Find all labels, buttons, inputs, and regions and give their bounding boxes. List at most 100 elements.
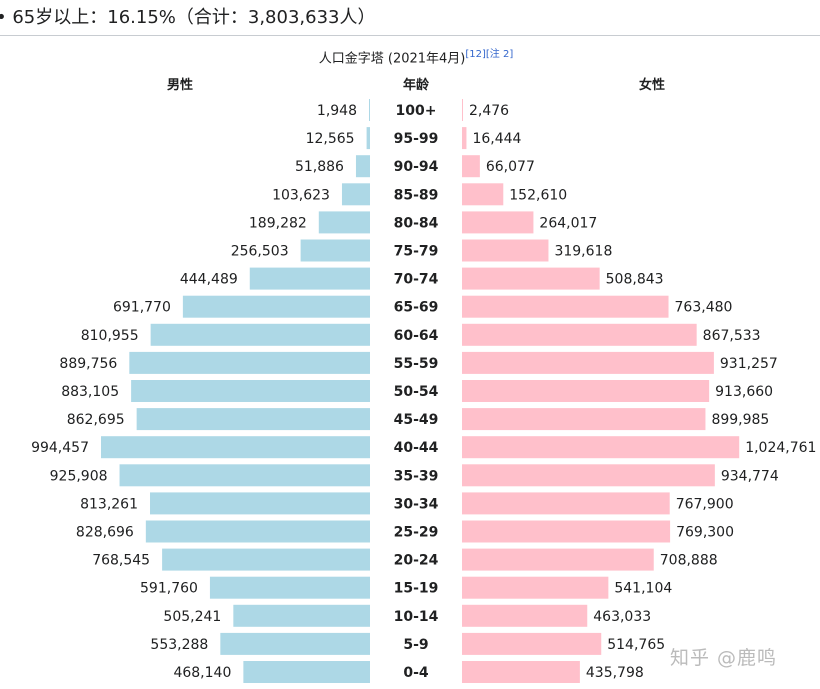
female-bar-75-79 — [462, 239, 549, 262]
age-label: 50-54 — [394, 384, 439, 400]
male-value-label: 103,623 — [272, 187, 330, 203]
reference-links[interactable]: [12][注 2] — [465, 49, 514, 60]
male-bar-5-9 — [220, 632, 370, 655]
age-label: 75-79 — [394, 244, 439, 260]
female-value-label: 913,660 — [715, 384, 773, 400]
male-value-label: 51,886 — [295, 159, 344, 175]
male-bar-100+ — [369, 99, 370, 121]
male-value-label: 591,760 — [140, 581, 198, 597]
male-value-label: 189,282 — [249, 215, 307, 231]
male-bar-70-74 — [249, 267, 370, 290]
age-label: 30-34 — [394, 496, 439, 512]
female-value-label: 435,798 — [586, 665, 644, 681]
female-bar-80-84 — [462, 211, 534, 234]
male-value-label: 862,695 — [67, 412, 125, 428]
female-value-label: 931,257 — [720, 356, 778, 372]
male-bar-15-19 — [209, 576, 370, 599]
female-bar-40-44 — [462, 436, 740, 459]
male-bar-10-14 — [233, 604, 370, 627]
female-header: 女性 — [638, 78, 665, 93]
male-value-label: 813,261 — [80, 496, 138, 512]
male-value-label: 889,756 — [59, 356, 117, 372]
male-value-label: 810,955 — [81, 328, 139, 344]
male-bar-25-29 — [145, 520, 370, 543]
age-label: 5-9 — [403, 637, 428, 653]
age-label: 90-94 — [394, 159, 439, 175]
male-bar-65-69 — [182, 295, 370, 318]
male-bar-30-34 — [150, 492, 370, 515]
female-value-label: 16,444 — [472, 131, 521, 147]
watermark: 知乎 @鹿鸣 — [670, 647, 778, 669]
male-value-label: 925,908 — [50, 468, 108, 484]
male-bar-40-44 — [100, 436, 370, 459]
female-bar-90-94 — [462, 155, 480, 178]
male-value-label: 994,457 — [31, 440, 89, 456]
female-bar-10-14 — [462, 604, 588, 627]
female-bar-95-99 — [462, 127, 467, 150]
male-bar-55-59 — [129, 351, 370, 374]
female-value-label: 899,985 — [711, 412, 769, 428]
age-label: 55-59 — [394, 356, 439, 372]
female-value-label: 767,900 — [676, 496, 734, 512]
male-value-label: 553,288 — [150, 637, 208, 653]
female-value-label: 66,077 — [486, 159, 535, 175]
female-value-label: 934,774 — [721, 468, 779, 484]
female-value-label: 1,024,761 — [745, 440, 816, 456]
male-bar-45-49 — [136, 408, 370, 431]
male-bar-95-99 — [366, 127, 370, 150]
male-value-label: 256,503 — [231, 244, 289, 260]
female-value-label: 463,033 — [593, 609, 651, 625]
male-bar-80-84 — [318, 211, 370, 234]
female-value-label: 319,618 — [554, 244, 612, 260]
divider — [0, 35, 820, 36]
age-label: 70-74 — [394, 272, 439, 288]
age-label: 45-49 — [394, 412, 439, 428]
age-label: 0-4 — [403, 665, 429, 681]
age-label: 85-89 — [394, 187, 439, 203]
male-value-label: 768,545 — [92, 553, 150, 569]
female-value-label: 514,765 — [607, 637, 665, 653]
male-value-label: 444,489 — [180, 272, 238, 288]
male-bar-50-54 — [131, 380, 370, 402]
female-bar-65-69 — [462, 295, 669, 318]
female-value-label: 708,888 — [660, 553, 718, 569]
female-bar-30-34 — [462, 492, 670, 515]
male-bar-85-89 — [341, 183, 370, 206]
male-value-label: 883,105 — [61, 384, 119, 400]
age-label: 20-24 — [394, 553, 439, 569]
age-label: 25-29 — [394, 525, 439, 541]
male-value-label: 468,140 — [173, 665, 231, 681]
male-bar-0-4 — [243, 661, 370, 683]
male-bar-75-79 — [300, 239, 370, 262]
male-header: 男性 — [166, 78, 193, 93]
male-bar-60-64 — [150, 323, 370, 346]
age-label: 10-14 — [394, 609, 439, 625]
male-bar-35-39 — [119, 464, 370, 487]
female-bar-15-19 — [462, 576, 609, 599]
male-value-label: 12,565 — [306, 131, 355, 147]
female-value-label: 152,610 — [509, 187, 567, 203]
female-value-label: 541,104 — [614, 581, 672, 597]
female-value-label: 508,843 — [606, 272, 664, 288]
female-bar-35-39 — [462, 464, 715, 487]
female-bar-50-54 — [462, 380, 710, 402]
female-value-label: 769,300 — [676, 525, 734, 541]
female-value-label: 867,533 — [703, 328, 761, 344]
age-label: 40-44 — [394, 440, 439, 456]
female-value-label: 763,480 — [675, 300, 733, 316]
female-bar-45-49 — [462, 408, 706, 431]
female-bar-60-64 — [462, 323, 697, 346]
female-bar-70-74 — [462, 267, 600, 290]
male-value-label: 1,948 — [317, 103, 357, 119]
age-label: 15-19 — [394, 581, 439, 597]
female-bar-25-29 — [462, 520, 671, 543]
female-value-label: 2,476 — [469, 103, 509, 119]
female-value-label: 264,017 — [539, 215, 597, 231]
age-label: 35-39 — [394, 468, 439, 484]
male-value-label: 828,696 — [76, 525, 134, 541]
age-label: 95-99 — [394, 131, 439, 147]
female-bar-100+ — [462, 99, 463, 121]
male-bar-90-94 — [355, 155, 370, 178]
age-label: 60-64 — [394, 328, 439, 344]
